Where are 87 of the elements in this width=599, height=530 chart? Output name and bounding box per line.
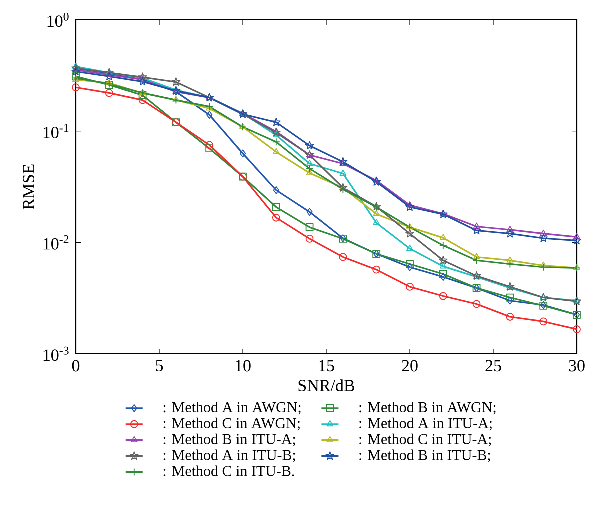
point	[339, 253, 348, 262]
x-tick-label: 20	[402, 360, 418, 372]
point	[272, 128, 281, 137]
x-tick-label: 15	[320, 360, 334, 372]
x-tick-label: 5	[156, 360, 164, 372]
point	[506, 294, 514, 302]
point	[272, 203, 280, 212]
point	[373, 210, 380, 216]
point	[105, 89, 114, 98]
point	[272, 214, 280, 222]
point	[439, 292, 448, 300]
x-tick-label: 25	[486, 360, 502, 372]
point	[373, 219, 380, 226]
point	[172, 78, 181, 86]
point	[439, 270, 448, 278]
point	[72, 84, 80, 92]
legend-label: : Method A in AWGN;	[164, 402, 301, 415]
legend-label: : Method B in ITU-B;	[360, 450, 490, 463]
point	[206, 141, 214, 150]
point	[440, 262, 447, 269]
point	[340, 160, 347, 166]
point	[338, 157, 348, 166]
point	[72, 62, 80, 69]
point	[72, 67, 80, 76]
y-tick-label: 10$^{-2}$	[44, 236, 69, 250]
point	[472, 300, 481, 308]
point	[506, 229, 515, 238]
point	[572, 236, 582, 245]
x-tick-label: 0	[72, 360, 80, 372]
point	[104, 72, 114, 80]
x-tick-label: 30	[569, 360, 585, 372]
point	[272, 118, 281, 126]
point	[406, 229, 414, 238]
point	[306, 208, 313, 216]
point	[306, 235, 314, 243]
point	[272, 148, 280, 154]
point	[372, 266, 381, 274]
point	[305, 141, 314, 150]
point	[106, 79, 113, 86]
point	[440, 273, 446, 282]
point	[406, 202, 414, 212]
legend-label: : Method C in AWGN;	[164, 418, 300, 431]
y-axis-title: RMSE	[23, 164, 34, 210]
point	[506, 256, 514, 263]
point	[573, 326, 581, 334]
point	[138, 92, 147, 100]
point	[306, 160, 314, 166]
point	[206, 111, 213, 120]
point	[273, 186, 280, 194]
legend-label: : Method C in ITU-B.	[164, 466, 294, 476]
point	[406, 201, 414, 208]
point	[507, 296, 514, 305]
point	[138, 96, 147, 104]
x-axis-title: SNR/dB	[298, 380, 354, 392]
x-tick-label: 10	[236, 360, 251, 372]
point	[440, 234, 447, 240]
y-tick-label: 10$^{-1}$	[44, 124, 69, 138]
legend-label: : Method A in ITU-B;	[164, 450, 296, 463]
point	[340, 170, 347, 176]
point	[272, 128, 280, 134]
point	[406, 283, 414, 291]
legend-label: : Method B in ITU-A;	[164, 434, 296, 447]
point	[373, 176, 380, 183]
legend-label: : Method B in AWGN;	[360, 402, 496, 415]
legend-label: : Method A in ITU-A;	[360, 418, 492, 431]
point	[540, 230, 548, 236]
point	[438, 256, 448, 264]
point	[574, 233, 580, 240]
point	[206, 144, 214, 153]
point	[406, 260, 414, 268]
y-tick-label: 10$^{-3}$	[44, 346, 69, 362]
point	[240, 150, 246, 158]
point	[506, 313, 514, 321]
legend-label: : Method C in ITU-A;	[360, 434, 492, 447]
y-tick-label: 10$^{0}$	[48, 12, 69, 28]
point	[272, 131, 280, 138]
point	[406, 244, 414, 252]
point	[473, 222, 480, 229]
point	[506, 226, 514, 232]
point	[306, 223, 314, 232]
point	[372, 177, 382, 186]
point	[539, 234, 548, 242]
point	[406, 263, 414, 272]
point	[306, 169, 314, 176]
point	[473, 253, 480, 260]
point	[472, 226, 482, 235]
point	[540, 318, 548, 326]
